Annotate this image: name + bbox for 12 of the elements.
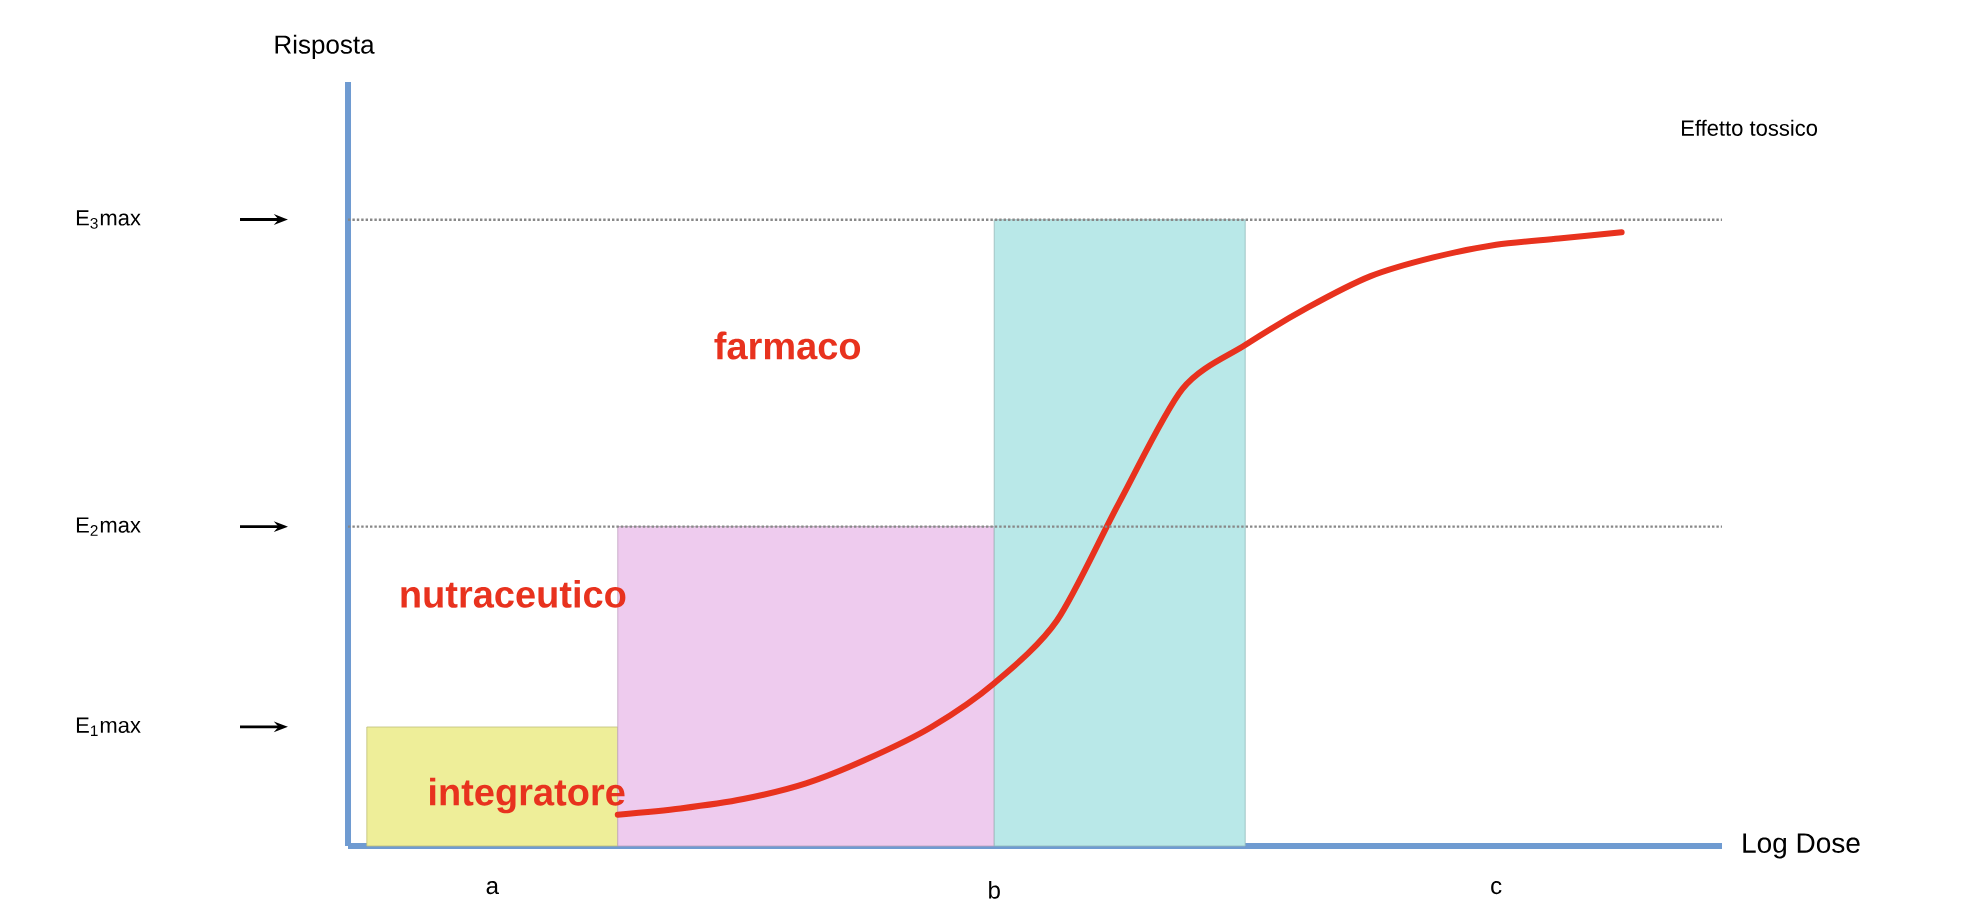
x-axis-title: Log Dose [1743, 833, 1860, 859]
text: E$_{1}$max [76, 717, 141, 737]
text: E$_{2}$max [76, 517, 141, 536]
annotation: nutraceutico [401, 579, 626, 608]
text: E$_{3}$max [76, 210, 141, 229]
x-tick-label: b [989, 881, 1000, 899]
annotation: farmaco [714, 331, 861, 360]
text: Effetto tossico [1682, 119, 1818, 136]
annotation: integratore [430, 777, 625, 814]
x-tick-label: a [486, 881, 499, 895]
text: Risposta [275, 34, 375, 59]
x-tick-label: c [1491, 881, 1502, 895]
